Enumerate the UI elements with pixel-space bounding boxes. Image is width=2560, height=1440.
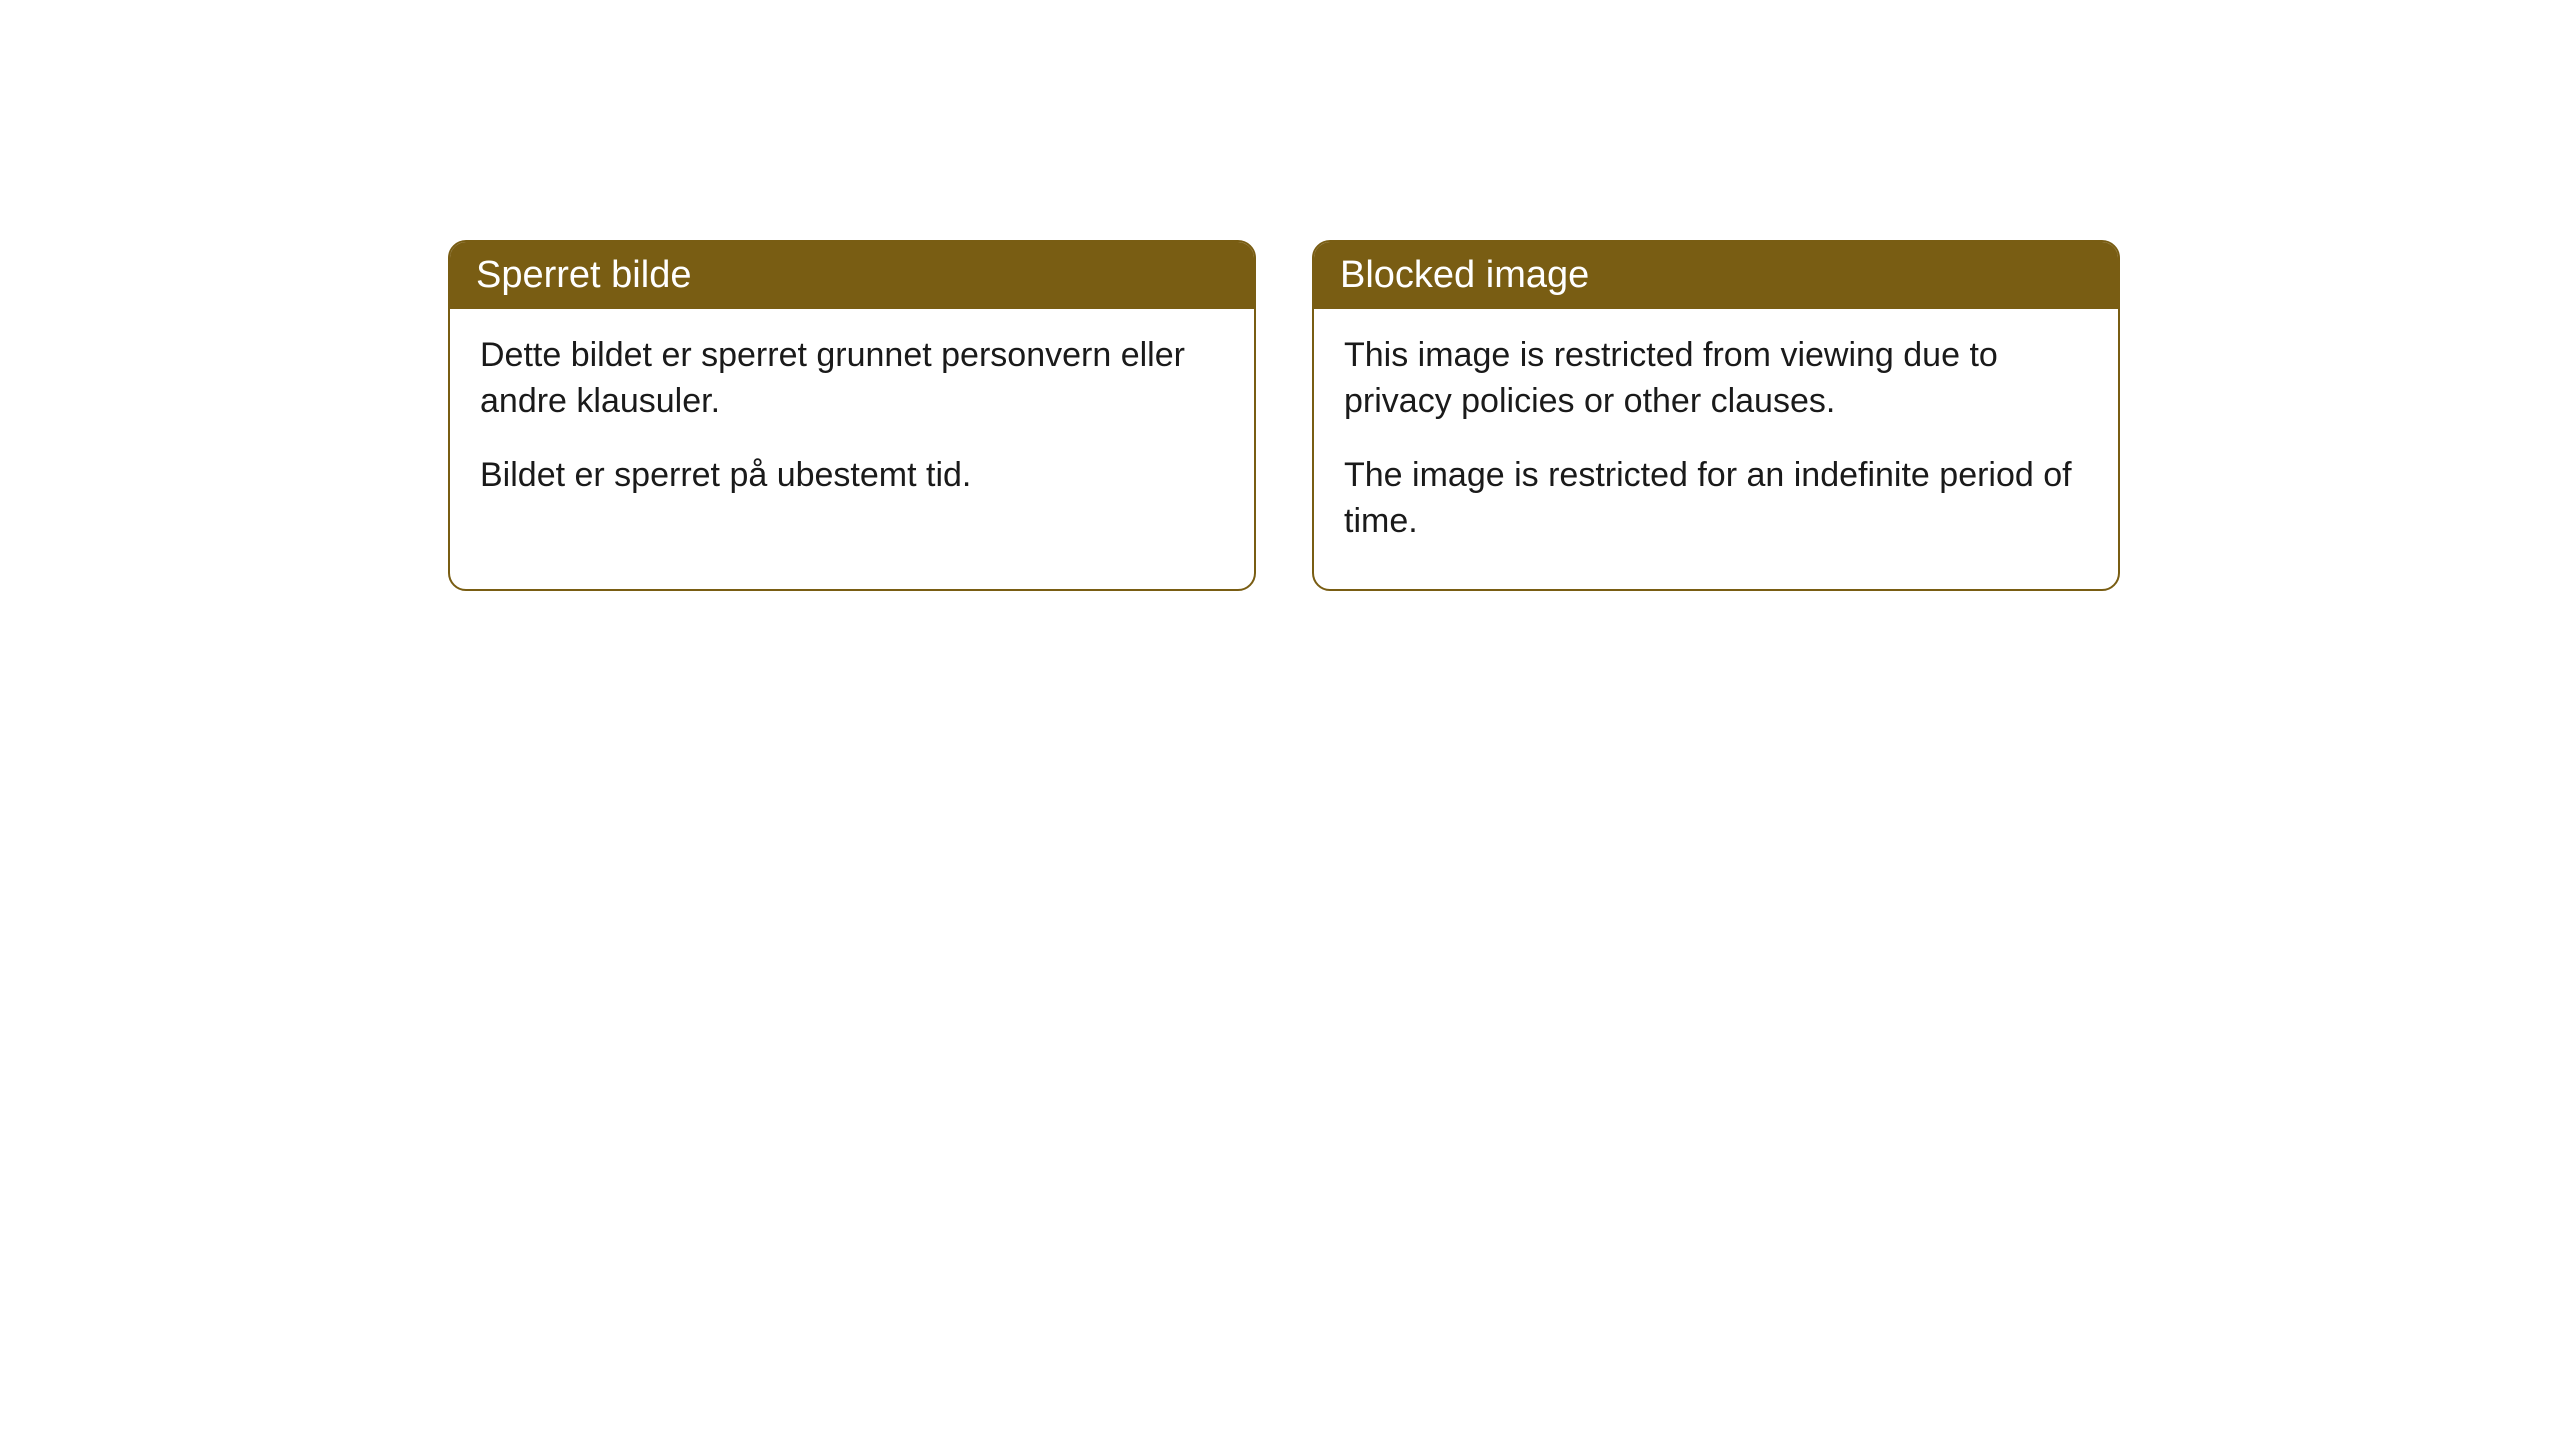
blocked-image-card-norwegian: Sperret bilde Dette bildet er sperret gr… (448, 240, 1256, 591)
card-paragraph: Bildet er sperret på ubestemt tid. (480, 453, 1224, 499)
blocked-image-card-english: Blocked image This image is restricted f… (1312, 240, 2120, 591)
card-header: Sperret bilde (450, 242, 1254, 309)
card-title: Blocked image (1340, 254, 1589, 296)
card-paragraph: Dette bildet er sperret grunnet personve… (480, 333, 1224, 425)
card-title: Sperret bilde (476, 254, 691, 296)
card-body: Dette bildet er sperret grunnet personve… (450, 309, 1254, 543)
notice-cards-container: Sperret bilde Dette bildet er sperret gr… (448, 240, 2120, 591)
card-body: This image is restricted from viewing du… (1314, 309, 2118, 589)
card-paragraph: The image is restricted for an indefinit… (1344, 453, 2088, 545)
card-header: Blocked image (1314, 242, 2118, 309)
card-paragraph: This image is restricted from viewing du… (1344, 333, 2088, 425)
